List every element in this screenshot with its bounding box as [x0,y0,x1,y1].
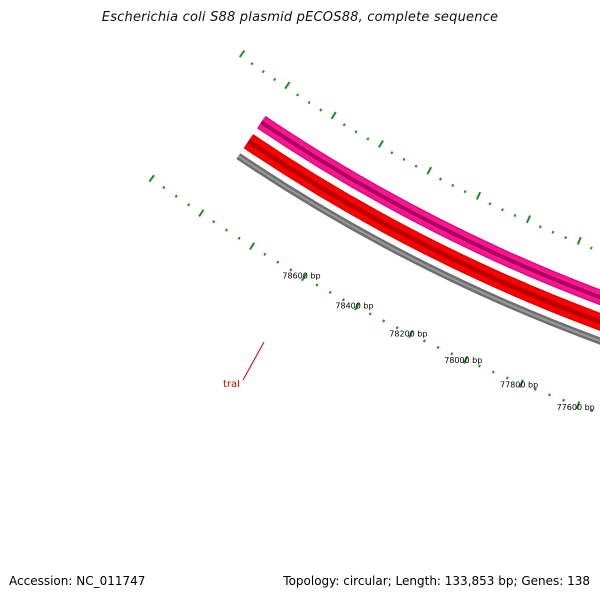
inner-ruler-major-tick [284,81,291,90]
outer-ruler-major-tick [408,330,414,339]
outer-ruler-minor-tick [212,220,216,224]
inner-ruler-minor-tick [513,213,517,218]
ruler-label: 77800 bp [500,380,538,389]
inner-ruler-minor-tick [342,123,346,127]
outer-ruler-minor-tick [562,398,566,402]
outer-ruler-major-tick [198,209,205,218]
outer-ruler-minor-tick [548,393,551,397]
inner-ruler-minor-tick [390,151,394,155]
reverse-strand-core [260,120,600,300]
inner-ruler-major-tick [378,139,384,148]
inner-ruler-major-tick [576,236,582,245]
inner-ruler-major-tick [475,191,482,200]
accession-text: Accession: NC_011747 [9,574,146,588]
outer-ruler-minor-tick [237,236,241,240]
reverse-strand-track [257,117,600,304]
inner-ruler-minor-tick [366,137,370,141]
inner-ruler-major-tick [238,49,246,58]
inner-ruler-minor-tick [564,236,568,240]
ruler-label: 78200 bp [389,330,427,339]
outer-ruler-labels: 78600 bp 78400 bp 78200 bp 78000 bp 77800 bp… [282,271,595,412]
outer-ruler-major-tick [518,379,524,388]
outer-ruler-minor-tick [422,339,426,343]
inner-ruler-minor-tick [551,230,555,234]
outer-ruler-minor-tick [315,283,319,287]
inner-ruler-minor-tick [250,62,254,66]
inner-ruler-minor-tick [589,246,593,250]
outer-ruler-minor-tick [289,268,293,272]
backbone-ring-highlight [237,155,600,343]
outer-ruler-minor-tick [478,364,481,368]
outer-ruler-major-tick [148,174,155,183]
outer-ruler-minor-tick [450,352,454,356]
inner-ruler-minor-tick [439,177,442,181]
outer-ruler-minor-tick [491,370,495,374]
outer-ruler-minor-tick [328,290,332,294]
ruler-label: 77600 bp [557,403,595,412]
outer-ruler-minor-tick [590,409,594,413]
outer-ruler-minor-tick [382,319,386,323]
inner-ruler-minor-tick [488,202,492,206]
outer-ruler-minor-tick [276,260,280,264]
inner-ruler-minor-tick [354,130,358,134]
outer-ruler-major-tick [575,401,581,410]
forward-strand-core [246,139,600,325]
ruler-label: 78000 bp [444,356,482,365]
inner-ruler-minor-tick [463,190,467,194]
outer-ruler-minor-tick [395,326,399,330]
outer-ruler-major-tick [354,302,360,311]
inner-ruler-minor-tick [296,93,300,97]
outer-ruler-minor-tick [368,312,372,316]
ruler-label: 78400 bp [335,301,373,310]
outer-ruler-minor-tick [174,194,178,198]
inner-ruler-minor-tick [273,77,277,82]
outer-ruler-minor-tick [224,228,228,232]
inner-ruler-major-tick [426,166,433,175]
inner-ruler-major-tick [525,215,532,224]
inner-ruler-minor-tick [402,157,406,162]
outer-ruler-major-tick [301,273,307,282]
outer-ruler-major-tick [463,355,469,364]
gene-label-trai[interactable]: traI [223,379,240,390]
inner-ruler-minor-tick [307,100,311,105]
outer-ruler-minor-tick [533,387,537,391]
outer-ruler-minor-tick [436,345,440,349]
inner-ruler-minor-tick [414,164,418,168]
reverse-strand-shadow [257,115,600,306]
inner-ruler-minor-tick [451,183,455,188]
outer-ruler-minor-tick [263,252,267,256]
outer-ruler-minor-tick [162,185,166,190]
summary-text: Topology: circular; Length: 133,853 bp; … [283,574,590,588]
inner-ruler [238,49,593,250]
gene-label-leader [242,341,265,381]
inner-ruler-minor-tick [261,70,265,74]
map-title: Escherichia coli S88 plasmid pECOS88, co… [101,10,499,25]
inner-ruler-minor-tick [538,225,542,229]
outer-ruler [148,174,594,413]
inner-ruler-minor-tick [501,208,504,212]
outer-ruler-minor-tick [342,298,345,302]
inner-ruler-major-tick [330,111,337,120]
inner-ruler-minor-tick [319,108,323,112]
outer-ruler-minor-tick [187,203,191,207]
ruler-label: 78600 bp [282,271,320,280]
outer-ruler-minor-tick [505,376,509,380]
outer-ruler-major-tick [249,242,256,251]
